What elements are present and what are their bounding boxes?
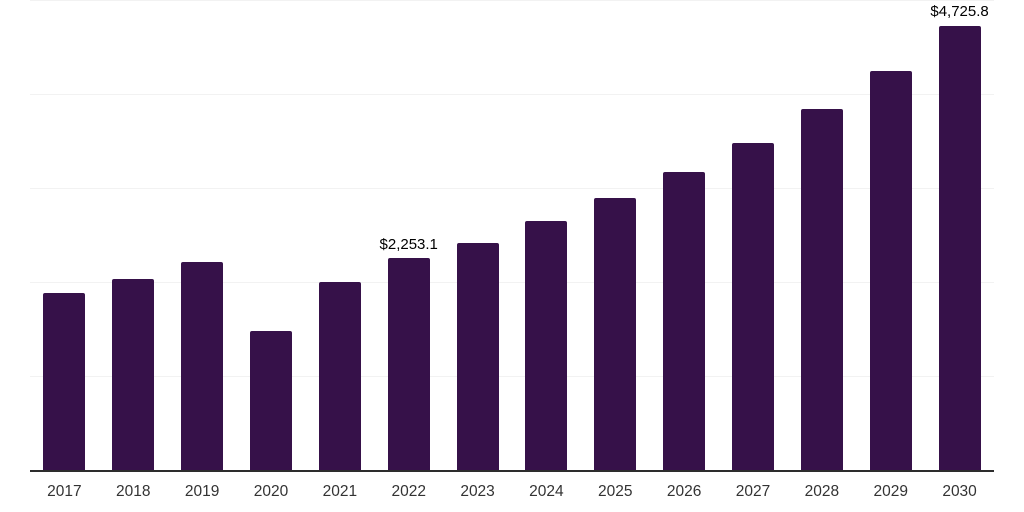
x-tick-2021: 2021 bbox=[322, 483, 358, 500]
x-tick-2025: 2025 bbox=[598, 483, 633, 500]
bar-2018 bbox=[112, 279, 155, 470]
gridline-4000 bbox=[30, 94, 994, 95]
bar-2026 bbox=[663, 172, 706, 470]
bar-2025 bbox=[594, 198, 637, 470]
bar-2030 bbox=[938, 25, 981, 470]
bar-2020 bbox=[250, 331, 292, 470]
bar-2021 bbox=[318, 282, 361, 470]
bar-2027 bbox=[732, 143, 774, 470]
bar-2017 bbox=[43, 292, 86, 470]
bar-value-label-2030: $4,725.8 bbox=[930, 3, 989, 21]
gridline-2000 bbox=[30, 282, 994, 283]
x-tick-2018: 2018 bbox=[116, 483, 151, 500]
x-tick-2020: 2020 bbox=[253, 483, 289, 500]
bar-2022 bbox=[387, 258, 430, 470]
x-tick-2028: 2028 bbox=[804, 483, 840, 500]
x-tick-2023: 2023 bbox=[460, 483, 495, 500]
bar-2029 bbox=[869, 70, 912, 470]
bar-value-label-2022: $2,253.1 bbox=[379, 235, 438, 253]
x-tick-2019: 2019 bbox=[184, 483, 220, 500]
x-axis: 2017 2018 2019 2020 2021 2022 2023 2024 2025 2026… bbox=[30, 472, 994, 512]
x-tick-2030: 2030 bbox=[942, 483, 977, 500]
bar-2019 bbox=[181, 261, 224, 470]
plot-area: $2,253.1 $4,725.8 bbox=[30, 0, 994, 472]
x-tick-2029: 2029 bbox=[873, 483, 908, 500]
x-tick-2022: 2022 bbox=[391, 483, 426, 500]
gridline-5000 bbox=[30, 0, 994, 1]
x-tick-2027: 2027 bbox=[735, 483, 771, 500]
bar-2023 bbox=[456, 242, 499, 470]
bar-2024 bbox=[525, 220, 568, 470]
x-tick-2024: 2024 bbox=[529, 483, 564, 500]
gridline-1000 bbox=[30, 376, 994, 377]
bar-2028 bbox=[800, 109, 843, 470]
gridline-3000 bbox=[30, 188, 994, 189]
x-tick-2017: 2017 bbox=[47, 483, 82, 500]
x-tick-2026: 2026 bbox=[666, 483, 702, 500]
